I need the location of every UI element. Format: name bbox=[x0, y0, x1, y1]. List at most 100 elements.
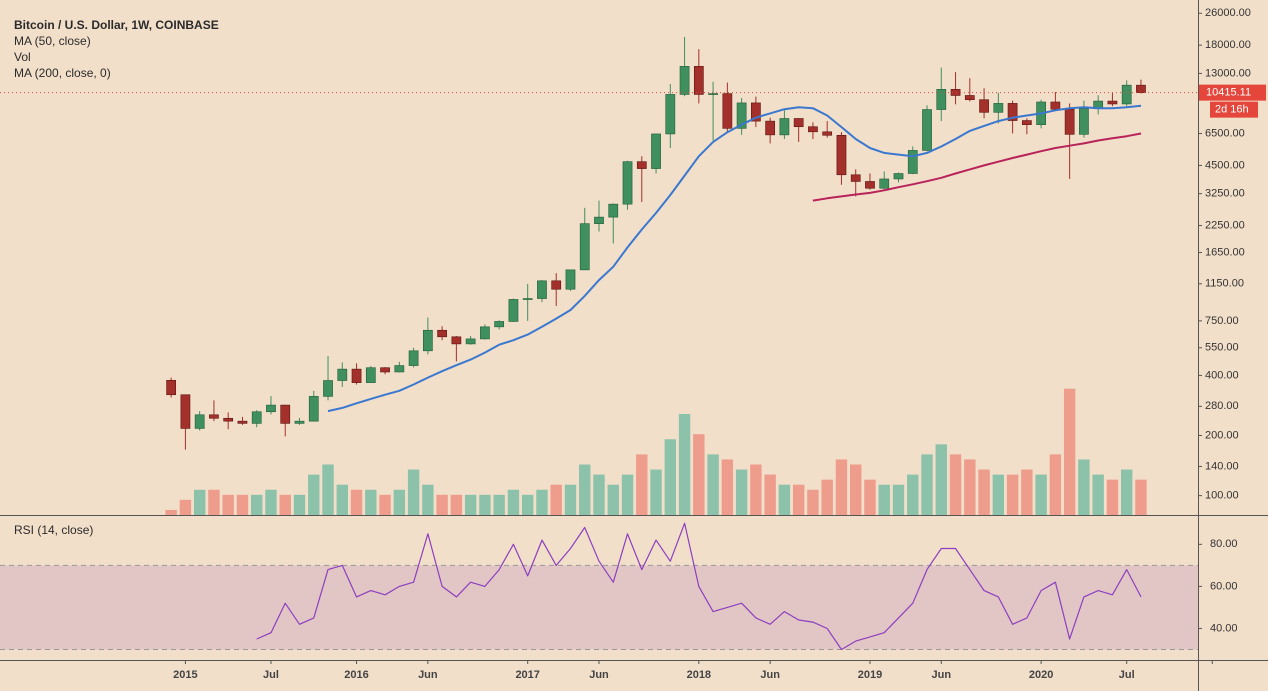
candle-body bbox=[850, 174, 861, 182]
y-tick-label: 280.00 bbox=[1205, 400, 1239, 412]
volume-bar bbox=[949, 454, 962, 515]
volume-bar bbox=[1049, 454, 1062, 515]
last-price-tag bbox=[1199, 84, 1266, 101]
volume-bar bbox=[821, 479, 833, 515]
line bbox=[256, 522, 1142, 651]
candle-body bbox=[1007, 103, 1018, 121]
legend-entry: RSI (14, close) bbox=[14, 523, 93, 537]
volume-bar bbox=[1135, 479, 1147, 515]
candle-body bbox=[308, 396, 319, 422]
candle-body bbox=[1121, 84, 1132, 105]
rsi-band bbox=[0, 565, 1198, 650]
volume-bar bbox=[650, 469, 662, 515]
volume-bar bbox=[350, 489, 363, 515]
volume-bar bbox=[1106, 479, 1119, 515]
candle-body bbox=[722, 93, 733, 129]
volume-bar bbox=[493, 494, 505, 515]
y-tick-label: 40.00 bbox=[1210, 622, 1238, 634]
candle-body bbox=[865, 181, 875, 189]
candle-body bbox=[622, 161, 633, 205]
volume-bar bbox=[407, 469, 420, 515]
y-tick-label: 3250.00 bbox=[1205, 188, 1245, 200]
volume-bar bbox=[322, 464, 334, 515]
candle-body bbox=[1021, 120, 1032, 125]
volume-bar bbox=[935, 444, 947, 515]
x-tick-label: Jun bbox=[760, 669, 780, 681]
candle-body bbox=[793, 118, 804, 128]
volume-bar bbox=[208, 489, 220, 515]
candle-body bbox=[1050, 101, 1061, 110]
x-tick-label: Jun bbox=[932, 669, 952, 681]
candle-body bbox=[1064, 108, 1075, 135]
volume-bar bbox=[308, 474, 320, 515]
volume-bar bbox=[1120, 469, 1133, 515]
x-tick-label: Jul bbox=[1119, 669, 1135, 681]
candle-body bbox=[836, 134, 847, 176]
candle-body bbox=[693, 66, 704, 95]
volume-bar bbox=[1078, 459, 1090, 515]
candle-body bbox=[337, 368, 348, 381]
volume-bar bbox=[978, 469, 990, 515]
y-tick-label: 750.00 bbox=[1205, 315, 1239, 327]
volume-bar bbox=[750, 464, 762, 515]
y-tick-label: 400.00 bbox=[1205, 369, 1239, 381]
candle-body bbox=[494, 321, 505, 328]
volume-bar bbox=[693, 434, 705, 515]
candle-body bbox=[893, 173, 904, 180]
candle-body bbox=[380, 367, 390, 373]
candle-body bbox=[594, 216, 604, 224]
volume-bar bbox=[550, 484, 562, 515]
y-tick-label: 1650.00 bbox=[1205, 246, 1245, 258]
y-tick-label: 80.00 bbox=[1210, 538, 1238, 550]
volume-bar bbox=[251, 494, 263, 515]
candle-body bbox=[907, 150, 918, 174]
candle-body bbox=[266, 404, 276, 413]
x-tick-label: Jun bbox=[418, 669, 438, 681]
y-tick-label: 6500.00 bbox=[1205, 127, 1245, 139]
candle-body bbox=[251, 411, 262, 424]
candle-body bbox=[365, 367, 376, 383]
volume-bar bbox=[764, 474, 776, 515]
line bbox=[812, 132, 1142, 202]
candle-body bbox=[551, 280, 562, 290]
volume-bar bbox=[621, 474, 634, 515]
candle-body bbox=[508, 299, 519, 322]
legend-entry: MA (200, close, 0) bbox=[14, 66, 111, 80]
volume-bar bbox=[1092, 474, 1104, 515]
candle-body bbox=[480, 326, 490, 340]
volume-bar bbox=[607, 484, 619, 515]
candle-body bbox=[665, 94, 676, 135]
plot-area bbox=[0, 36, 1198, 651]
candle-body bbox=[166, 379, 177, 396]
legend-entry: Vol bbox=[14, 50, 31, 64]
candle-body bbox=[964, 95, 975, 101]
y-tick-label: 13000.00 bbox=[1205, 67, 1251, 79]
y-tick-label: 4500.00 bbox=[1205, 159, 1245, 171]
candle-body bbox=[394, 365, 405, 373]
candle-body bbox=[565, 269, 576, 290]
volume-bar bbox=[479, 494, 491, 515]
candle-body bbox=[422, 329, 433, 352]
volume-bar bbox=[379, 494, 391, 515]
candle-body bbox=[993, 103, 1004, 113]
candle-body bbox=[808, 126, 818, 133]
volume-bar bbox=[835, 459, 848, 515]
candle-body bbox=[936, 89, 947, 110]
candle-body bbox=[779, 118, 790, 136]
x-tick-label: 2018 bbox=[687, 669, 711, 681]
candle-body bbox=[537, 280, 547, 299]
candle-body bbox=[879, 178, 890, 189]
volume-bar bbox=[422, 484, 434, 515]
x-tick-label: 2016 bbox=[344, 669, 368, 681]
y-tick-label: 60.00 bbox=[1210, 580, 1238, 592]
candle-body bbox=[294, 420, 305, 424]
y-tick-label: 2250.00 bbox=[1205, 219, 1245, 231]
volume-bar bbox=[907, 474, 919, 515]
y-tick-label: 18000.00 bbox=[1205, 39, 1251, 51]
volume-bar bbox=[1006, 474, 1019, 515]
volume-bar bbox=[450, 494, 463, 515]
volume-bar bbox=[464, 494, 477, 515]
volume-bar bbox=[1035, 474, 1047, 515]
